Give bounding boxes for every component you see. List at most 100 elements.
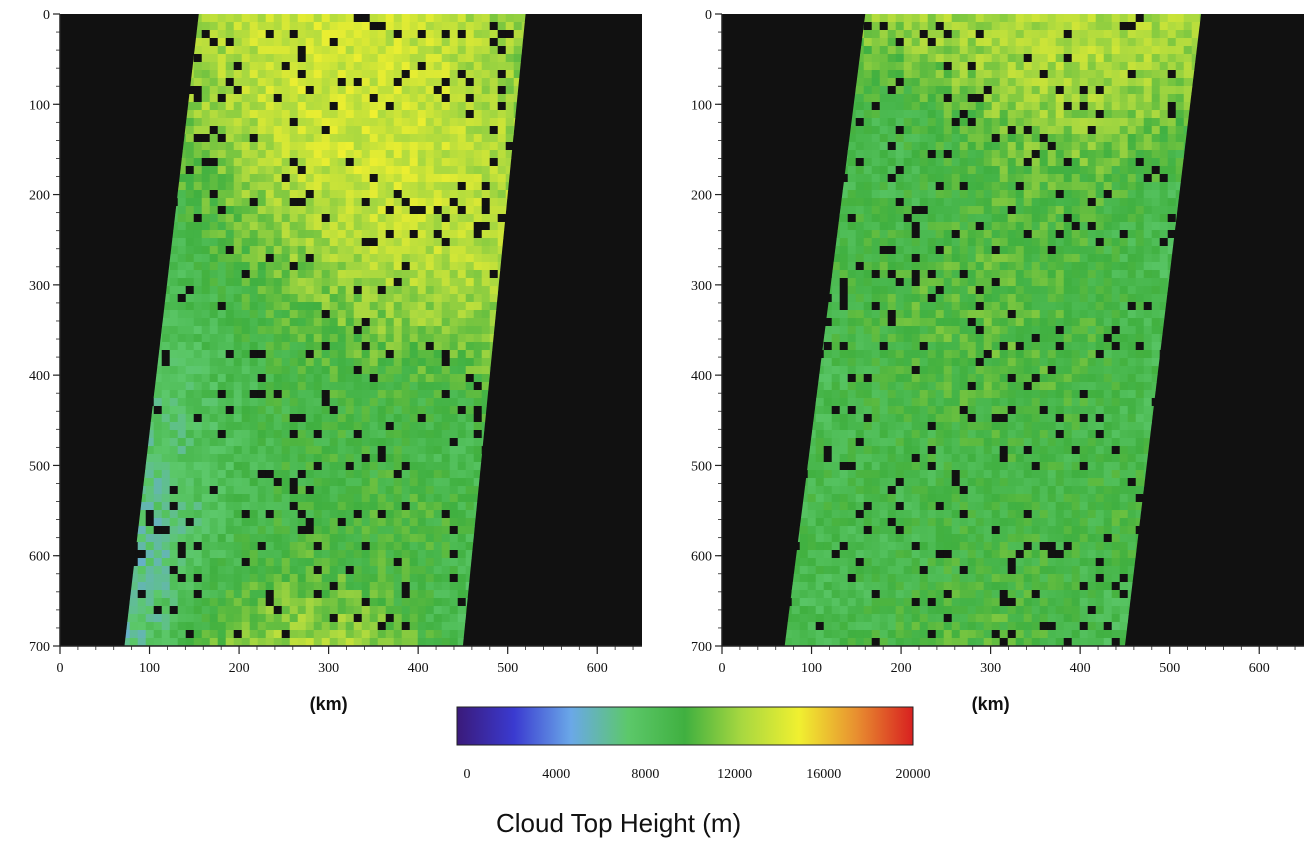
heatmap-cell [441,54,451,63]
heatmap-cell [233,30,243,39]
heatmap-cell [161,542,171,551]
heatmap-cell [145,534,155,543]
heatmap-cell [217,414,227,423]
heatmap-cell [321,70,331,79]
heatmap-cell [257,558,267,567]
heatmap-cell [385,478,395,487]
heatmap-cell [169,590,179,599]
heatmap-cell [353,126,363,135]
heatmap-cell [401,62,411,71]
heatmap-cell [441,342,451,351]
heatmap-cell [345,598,355,607]
heatmap-cell [489,142,499,151]
heatmap-cell [241,118,251,127]
heatmap-cell [433,534,443,543]
heatmap-cell [409,238,419,247]
heatmap-cell [513,22,523,31]
heatmap-cell [241,366,251,375]
heatmap-cell [425,614,435,623]
heatmap-cell [393,134,403,143]
heatmap-cell [457,318,467,327]
heatmap-cell [153,614,163,623]
heatmap-cell [337,582,347,591]
heatmap-cell [265,190,275,199]
heatmap-cell [385,166,395,175]
heatmap-cell [281,286,291,295]
heatmap-cell [1015,14,1025,23]
heatmap-cell [273,390,283,399]
heatmap-cell [329,54,339,63]
heatmap-cell [345,278,355,287]
x-tick-label: 200 [229,661,250,676]
heatmap-cell [385,310,395,319]
heatmap-cell [185,550,195,559]
heatmap-cell [217,214,227,223]
heatmap-cell [257,606,267,615]
heatmap-cell [401,214,411,223]
heatmap-cell [983,46,993,55]
heatmap-cell [1079,46,1089,55]
heatmap-cell [241,14,251,23]
heatmap-cell [209,526,219,535]
heatmap-cell [441,294,451,303]
heatmap-cell [385,382,395,391]
heatmap-cell [249,318,259,327]
heatmap-cell [233,438,243,447]
heatmap-cell [289,486,299,495]
heatmap-cell [169,278,179,287]
heatmap-cell [481,62,491,71]
heatmap-cell [289,150,299,159]
heatmap-cell [297,622,307,631]
heatmap-cell [289,294,299,303]
heatmap-cell [265,166,275,175]
heatmap-cell [217,262,227,271]
heatmap-cell [177,270,187,279]
heatmap-cell [1127,38,1137,47]
heatmap-cell [489,150,499,159]
heatmap-cell [449,30,459,39]
heatmap-cell [425,542,435,551]
heatmap-cell [177,574,187,583]
heatmap-cell [361,542,371,551]
heatmap-cell [313,238,323,247]
heatmap-cell [161,622,171,631]
heatmap-cell [417,334,427,343]
heatmap-cell [161,494,171,503]
heatmap-cell [297,606,307,615]
heatmap-cell [257,574,267,583]
heatmap-cell [433,246,443,255]
heatmap-cell [1103,38,1113,47]
heatmap-cell [177,278,187,287]
heatmap-cell [497,78,507,87]
heatmap-cell [145,454,155,463]
heatmap-cell [337,294,347,303]
heatmap-cell [393,102,403,111]
heatmap-cell [1039,62,1049,71]
heatmap-cell [1047,54,1057,63]
heatmap-cell [903,78,913,87]
heatmap-cell [185,126,195,135]
heatmap-cell [433,86,443,95]
heatmap-cell [433,574,443,583]
heatmap-cell [489,222,499,231]
heatmap-cell [305,14,315,23]
heatmap-cell [217,198,227,207]
heatmap-cell [417,174,427,183]
heatmap-cell [377,30,387,39]
heatmap-cell [185,526,195,535]
heatmap-cell [377,390,387,399]
heatmap-cell [329,606,339,615]
heatmap-cell [161,302,171,311]
heatmap-cell [145,606,155,615]
heatmap-cell [393,614,403,623]
heatmap-cell [401,438,411,447]
heatmap-cell [433,150,443,159]
heatmap-cell [441,510,451,519]
heatmap-cell [433,22,443,31]
heatmap-cell [153,446,163,455]
heatmap-cell [449,334,459,343]
heatmap-cell [433,422,443,431]
heatmap-cell [257,422,267,431]
heatmap-cell [241,190,251,199]
heatmap-cell [257,214,267,223]
